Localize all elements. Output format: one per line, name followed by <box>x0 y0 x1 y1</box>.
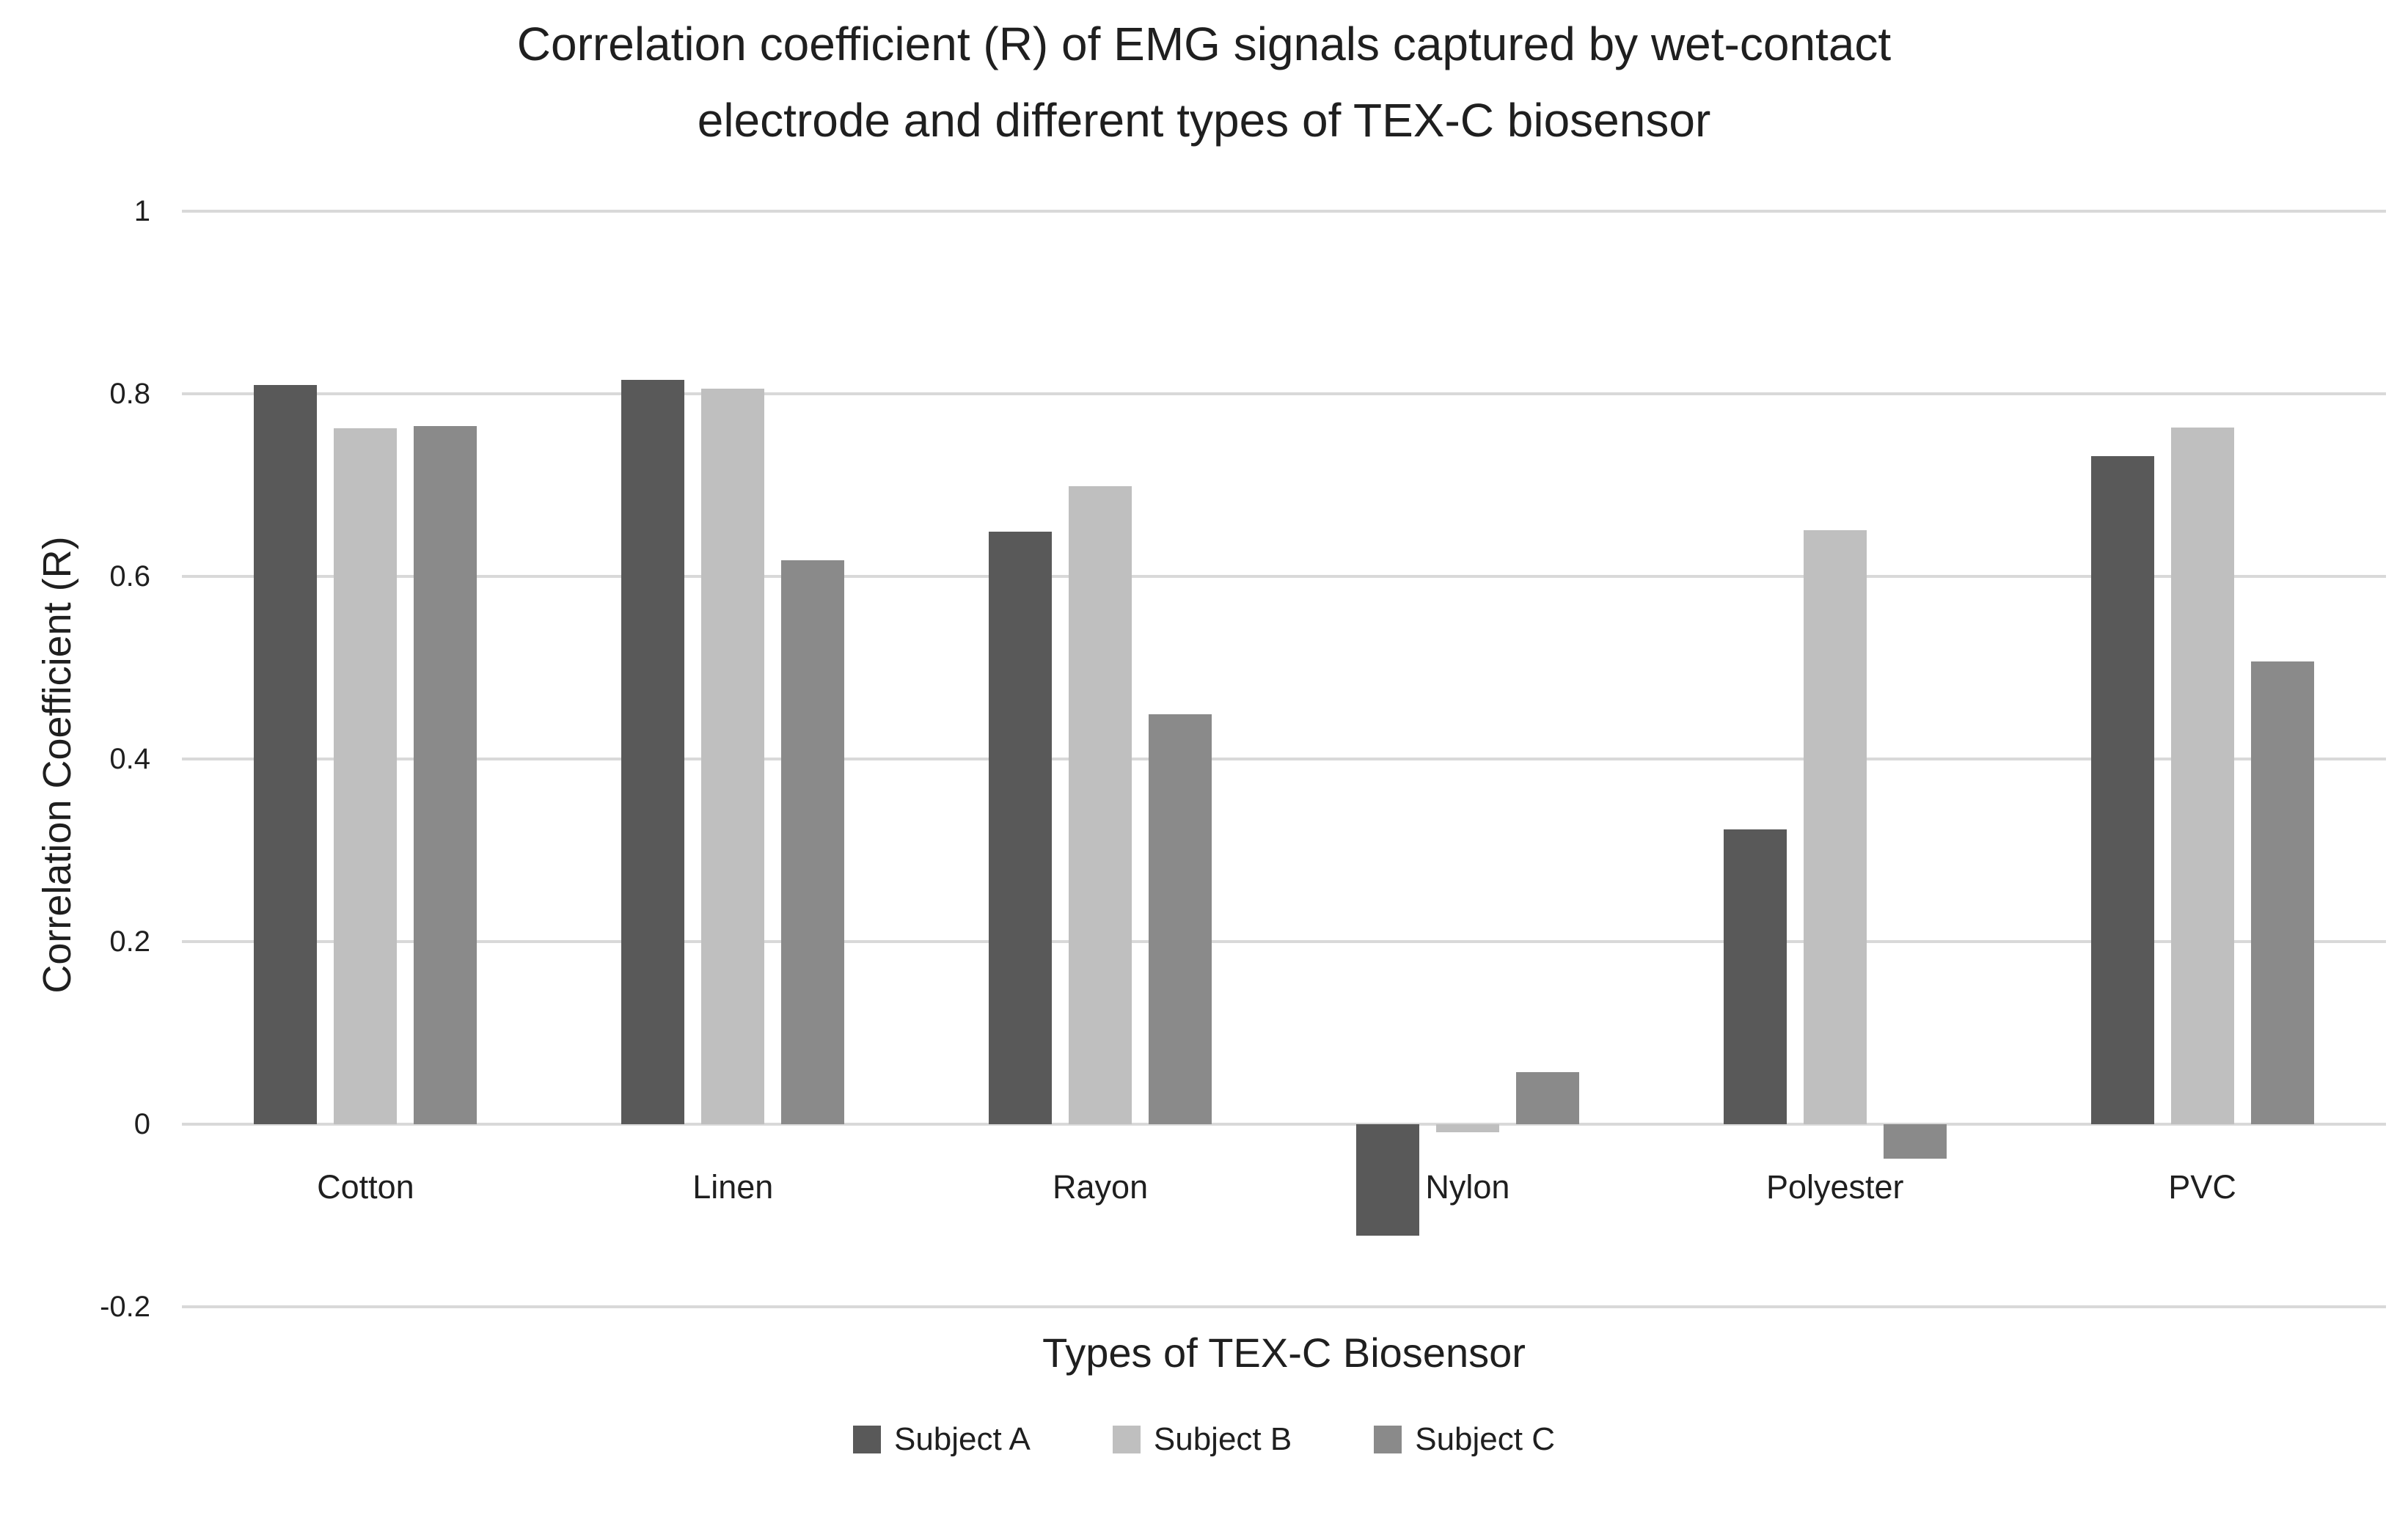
bar-cotton-subject-b <box>334 428 398 1124</box>
gridline <box>182 210 2386 213</box>
gridline <box>182 575 2386 578</box>
chart-title-line-1: Correlation coefficient (R) of EMG signa… <box>516 18 1892 70</box>
bar-pvc-subject-a <box>2090 455 2154 1124</box>
bar-rayon-subject-c <box>1149 714 1212 1124</box>
y-tick-label: 0 <box>133 1108 150 1140</box>
bar-polyester-subject-c <box>1883 1124 1947 1159</box>
gridline <box>182 1123 2386 1126</box>
chart-title-line-2: electrode and different types of TEX-C b… <box>697 94 1711 147</box>
legend-swatch-icon <box>1112 1426 1141 1453</box>
gridline <box>182 392 2386 395</box>
y-tick-label: 0.4 <box>109 743 150 775</box>
y-tick-label: 1 <box>133 195 150 227</box>
gridline <box>182 1305 2386 1308</box>
bar-pvc-subject-c <box>2250 661 2314 1124</box>
y-tick-label: 0.8 <box>109 378 150 410</box>
legend-label: Subject A <box>893 1421 1031 1457</box>
gridline <box>182 758 2386 760</box>
bar-linen-subject-a <box>621 380 685 1124</box>
x-axis-title: Types of TEX-C Biosensor <box>1042 1330 1526 1376</box>
x-category-label: Cotton <box>317 1168 414 1206</box>
bar-polyester-subject-a <box>1723 829 1787 1124</box>
legend-item-subject-c: Subject C <box>1374 1421 1555 1458</box>
legend-label: Subject B <box>1153 1421 1292 1457</box>
legend-swatch-icon <box>1374 1426 1402 1453</box>
x-category-label: Rayon <box>1053 1168 1149 1206</box>
gridline <box>182 940 2386 943</box>
legend-label: Subject C <box>1415 1421 1555 1457</box>
x-category-label: Linen <box>692 1168 774 1206</box>
bar-nylon-subject-c <box>1515 1072 1579 1124</box>
x-category-label: Polyester <box>1765 1168 1904 1206</box>
y-tick-label: -0.2 <box>100 1291 150 1323</box>
legend-item-subject-a: Subject A <box>852 1421 1031 1458</box>
legend-swatch-icon <box>852 1426 881 1453</box>
bar-rayon-subject-b <box>1069 485 1132 1124</box>
bar-cotton-subject-a <box>254 384 318 1124</box>
legend: Subject A Subject B Subject C <box>0 1421 2408 1458</box>
bar-cotton-subject-c <box>414 425 477 1124</box>
y-tick-label: 0.6 <box>109 560 150 593</box>
bar-nylon-subject-b <box>1435 1124 1499 1133</box>
bar-pvc-subject-b <box>2170 428 2234 1124</box>
bar-rayon-subject-a <box>989 531 1053 1124</box>
bar-linen-subject-b <box>701 388 765 1124</box>
chart-title: Correlation coefficient (R) of EMG signa… <box>0 6 2408 158</box>
x-category-label: PVC <box>2168 1168 2236 1206</box>
bar-polyester-subject-b <box>1803 529 1867 1124</box>
x-category-label: Nylon <box>1425 1168 1510 1206</box>
y-tick-label: 0.2 <box>109 925 150 958</box>
bar-nylon-subject-a <box>1355 1124 1419 1236</box>
plot-area: Cotton Linen Rayon Nylon Polyester PVC <box>182 210 2386 1308</box>
bar-linen-subject-c <box>781 560 845 1124</box>
legend-item-subject-b: Subject B <box>1112 1421 1292 1458</box>
